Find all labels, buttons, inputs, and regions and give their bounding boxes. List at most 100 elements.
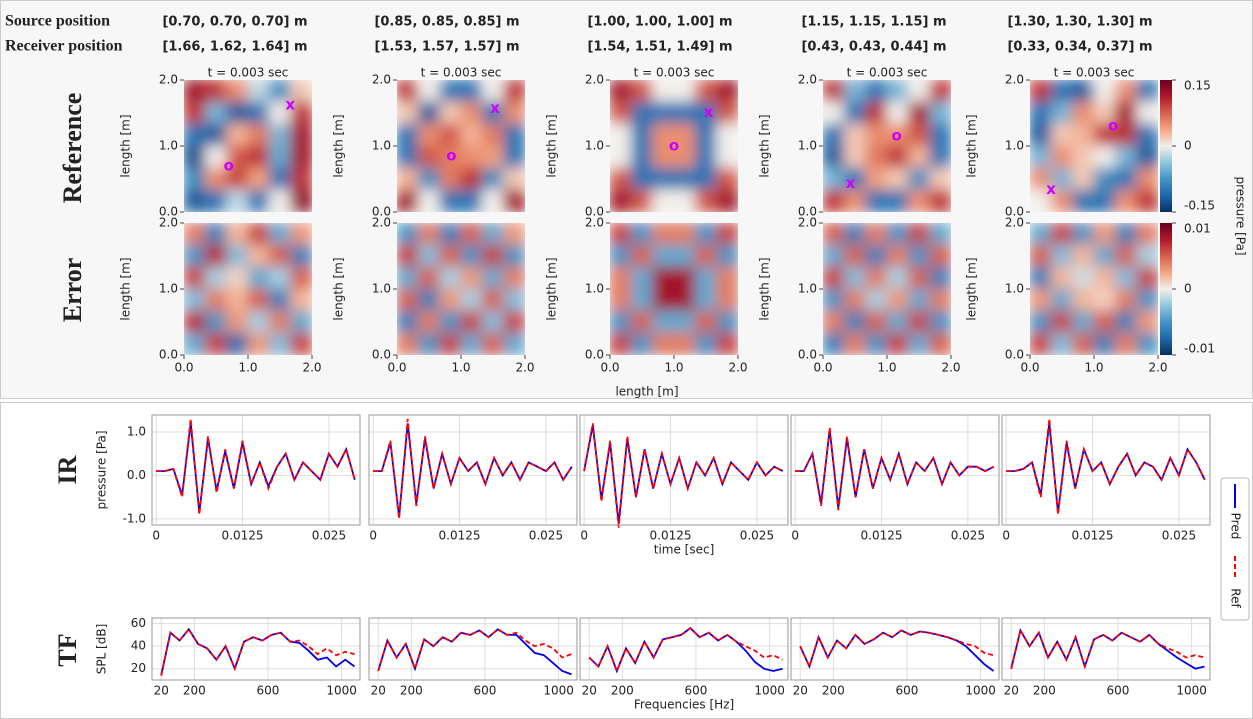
heatmap-cell bbox=[226, 288, 249, 312]
heatmap-cell bbox=[610, 288, 632, 312]
x-tick-label: 0 bbox=[1002, 529, 1010, 543]
heatmap-cell bbox=[503, 101, 525, 125]
heatmap-cell bbox=[1050, 244, 1074, 268]
heatmap-cell bbox=[226, 310, 249, 334]
x-tick-label: 0.0 bbox=[387, 361, 406, 375]
heatmap-cell bbox=[290, 145, 312, 169]
line-series bbox=[588, 626, 783, 674]
receiver-marker: x bbox=[846, 174, 856, 192]
heatmap-cell bbox=[1030, 288, 1052, 312]
y-tick-label: 0.0 bbox=[1005, 205, 1024, 219]
x-tick-label: 0 bbox=[580, 529, 588, 543]
heatmap-cell bbox=[907, 101, 931, 125]
line-series bbox=[1010, 628, 1205, 670]
x-tick-label: 20 bbox=[582, 684, 597, 698]
heatmap-cell bbox=[610, 223, 632, 246]
heatmap-cell bbox=[823, 167, 845, 191]
x-axis-label: time [sec] bbox=[654, 543, 715, 557]
heatmap-cell bbox=[503, 80, 525, 103]
panel-title: t = 0.003 sec bbox=[634, 66, 715, 80]
x-tick-label: 20 bbox=[371, 684, 386, 698]
heatmap-cell bbox=[184, 223, 206, 246]
y-tick-label: 2.0 bbox=[585, 216, 604, 230]
line-series bbox=[160, 627, 355, 676]
heatmap-cell bbox=[184, 145, 206, 169]
heatmap-cell bbox=[843, 101, 867, 125]
heatmap-cell bbox=[929, 288, 951, 312]
x-tick-label: 0.0 bbox=[1020, 361, 1039, 375]
line-series bbox=[377, 628, 572, 672]
heatmap-cell bbox=[716, 80, 738, 103]
heatmap-cell bbox=[460, 332, 483, 355]
heatmap-cell bbox=[397, 288, 419, 312]
heatmap-cell bbox=[694, 80, 718, 103]
heatmap-cell bbox=[1072, 288, 1095, 312]
heatmap-cell bbox=[652, 145, 675, 169]
heatmap-cell bbox=[929, 266, 951, 290]
y-tick-label: 0.0 bbox=[372, 348, 391, 362]
heatmap-cells bbox=[610, 223, 738, 355]
heatmap bbox=[397, 223, 525, 355]
y-tick-label: 0.0 bbox=[127, 468, 146, 482]
plot bbox=[588, 626, 783, 674]
heatmap-cell bbox=[481, 310, 505, 334]
heatmap-cell bbox=[247, 101, 270, 125]
heatmap-cell bbox=[439, 332, 462, 355]
heatmap-cell bbox=[290, 189, 312, 212]
heatmap-cell bbox=[439, 244, 462, 268]
heatmap-cell bbox=[226, 123, 249, 147]
heatmap-cell bbox=[929, 223, 951, 246]
heatmap-cell bbox=[1050, 189, 1074, 212]
heatmap-cell bbox=[481, 145, 505, 169]
heatmap-cell bbox=[226, 244, 249, 268]
x-tick-label: 0.0125 bbox=[222, 529, 264, 543]
heatmap-cell bbox=[630, 101, 654, 125]
heatmap-cells bbox=[610, 80, 738, 212]
plot-frame bbox=[579, 414, 789, 526]
plot bbox=[583, 423, 784, 528]
heatmap-cell bbox=[1114, 244, 1138, 268]
y-tick-label: 2.0 bbox=[1005, 216, 1024, 230]
heatmap-cell bbox=[1050, 266, 1074, 290]
heatmap-cell bbox=[929, 189, 951, 212]
heatmap-cell bbox=[865, 145, 888, 169]
heatmap-cell bbox=[1050, 332, 1074, 355]
y-tick-label: 2.0 bbox=[798, 73, 817, 87]
heatmap-cell bbox=[843, 288, 867, 312]
receiver-marker: x bbox=[285, 96, 295, 114]
heatmap-cell bbox=[439, 223, 462, 246]
y-axis-label: length [m] bbox=[758, 257, 772, 320]
heatmap-cell bbox=[630, 266, 654, 290]
heatmap-cell bbox=[716, 288, 738, 312]
heatmap-cell bbox=[929, 244, 951, 268]
x-axis-label: Frequencies [Hz] bbox=[634, 698, 734, 712]
heatmap-cell bbox=[1050, 288, 1074, 312]
heatmap-cell bbox=[503, 223, 525, 246]
heatmap-cell bbox=[673, 101, 696, 125]
heatmap-cell bbox=[907, 80, 931, 103]
heatmap-cell bbox=[460, 167, 483, 191]
row-label: TF bbox=[53, 633, 82, 666]
heatmap-cell bbox=[1072, 123, 1095, 147]
heatmap-cell bbox=[204, 80, 228, 103]
heatmap-cell bbox=[716, 167, 738, 191]
heatmap-cell bbox=[886, 266, 909, 290]
heatmap-cell bbox=[907, 310, 931, 334]
y-tick-label: 1.0 bbox=[585, 282, 604, 296]
heatmap-cell bbox=[610, 101, 632, 125]
heatmap-cell bbox=[694, 101, 718, 125]
heatmap-cell bbox=[929, 332, 951, 355]
heatmap-cell bbox=[823, 223, 845, 246]
heatmap-cell bbox=[1030, 310, 1052, 334]
y-tick-label: 2.0 bbox=[1005, 73, 1024, 87]
heatmap-cell bbox=[1030, 266, 1052, 290]
heatmap-cell bbox=[268, 266, 292, 290]
heatmap-cell bbox=[290, 101, 312, 125]
y-tick-label: 40 bbox=[131, 639, 146, 653]
heatmap-cell bbox=[1072, 167, 1095, 191]
y-tick-label: 0.0 bbox=[585, 348, 604, 362]
heatmap-cell bbox=[929, 123, 951, 147]
heatmap-cell bbox=[865, 244, 888, 268]
heatmap-cell bbox=[1114, 266, 1138, 290]
heatmap-cell bbox=[247, 266, 270, 290]
